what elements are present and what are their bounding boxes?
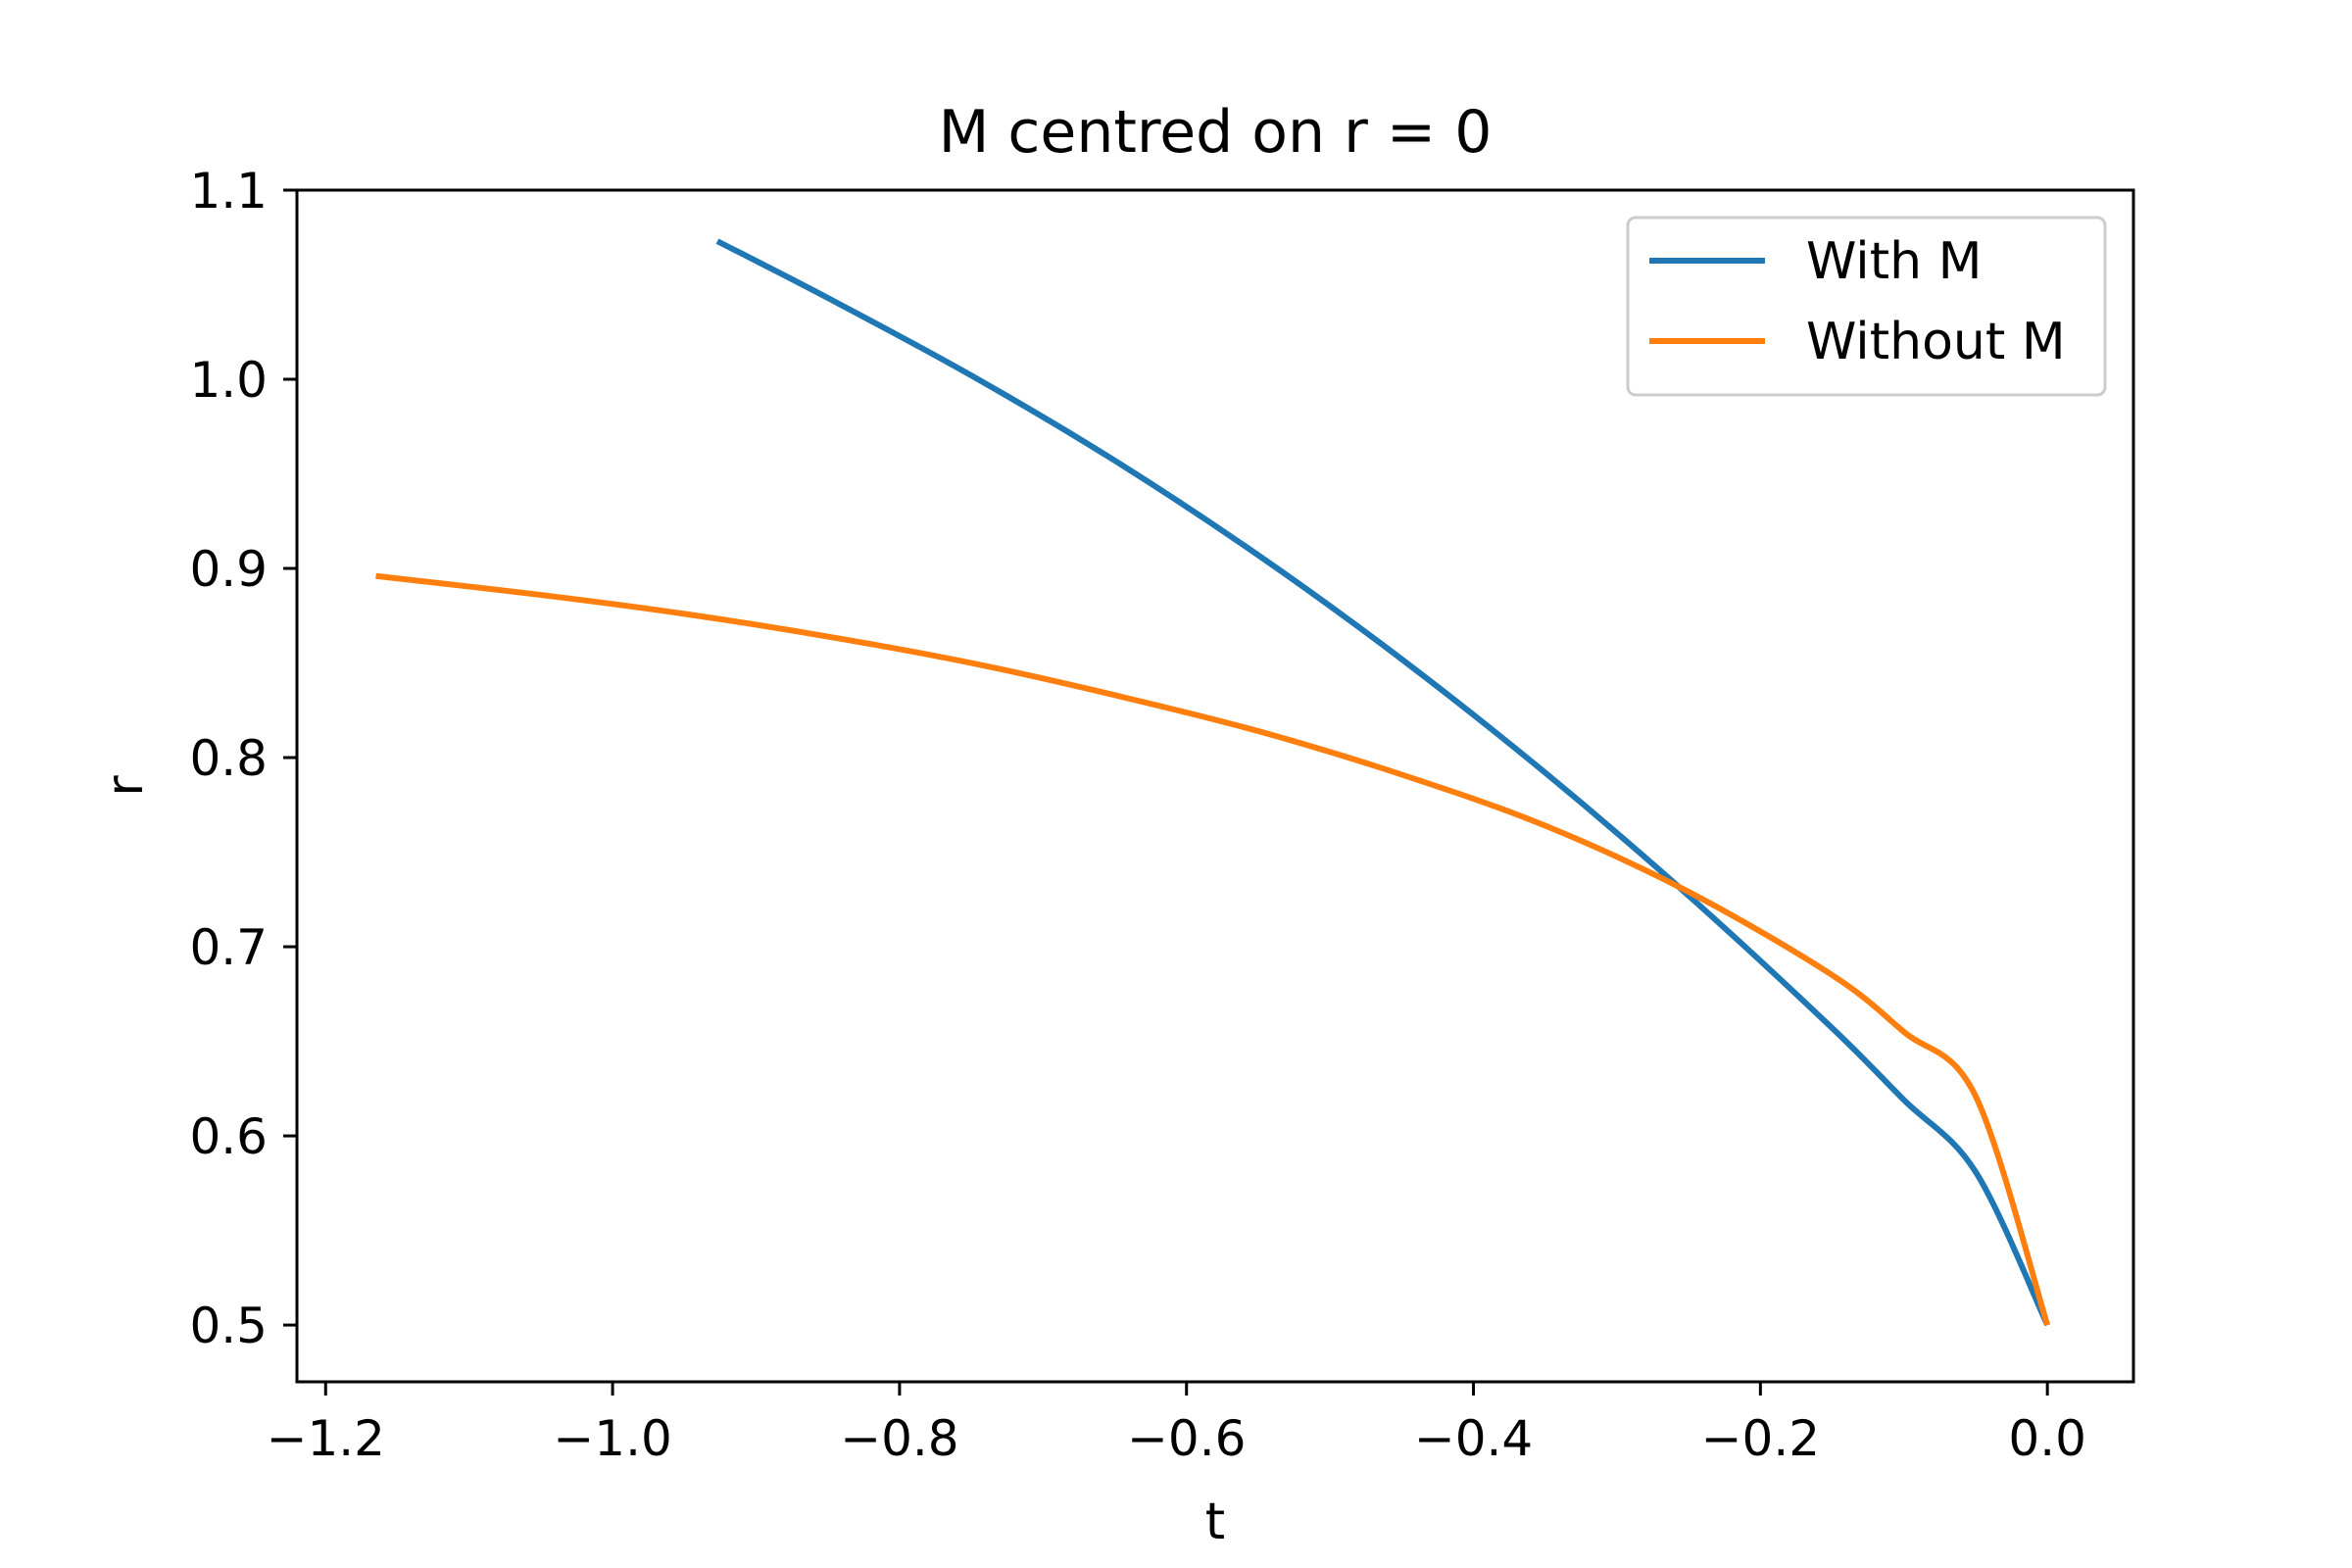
y-axis-label: r (96, 775, 155, 797)
x-tick-label: −0.4 (1414, 1410, 1533, 1467)
y-axis: 0.5 0.6 0.7 0.8 0.9 1.0 1.1 (189, 163, 297, 1354)
y-tick-label: 0.5 (189, 1298, 268, 1354)
chart-title: M centred on r = 0 (939, 98, 1493, 167)
y-tick-label: 0.9 (189, 541, 268, 598)
x-tick-label: −0.2 (1701, 1410, 1820, 1467)
x-tick-label: −1.2 (267, 1410, 385, 1467)
plot-frame (295, 188, 2135, 1384)
series-line-without-m (375, 572, 2051, 1326)
y-tick-label: 0.7 (189, 919, 268, 976)
x-tick-label: −0.8 (840, 1410, 958, 1467)
y-tick-label: 0.8 (189, 730, 268, 787)
x-tick-label: −0.6 (1127, 1410, 1246, 1467)
series-layer (375, 238, 2051, 1327)
x-tick-label: 0.0 (2008, 1410, 2086, 1467)
x-axis-label: t (1205, 1493, 1225, 1551)
legend-label-with-m: With M (1806, 232, 1982, 291)
x-axis: −1.2 −1.0 −0.8 −0.6 −0.4 −0.2 0.0 (267, 1382, 2086, 1467)
legend: With M Without M (1626, 216, 2107, 397)
y-tick-label: 0.6 (189, 1108, 268, 1165)
legend-label-without-m: Without M (1806, 313, 2066, 371)
y-tick-label: 1.0 (189, 352, 268, 409)
series-line-with-m (715, 238, 2050, 1327)
y-tick-label: 1.1 (189, 163, 268, 220)
x-tick-label: −1.0 (553, 1410, 671, 1467)
